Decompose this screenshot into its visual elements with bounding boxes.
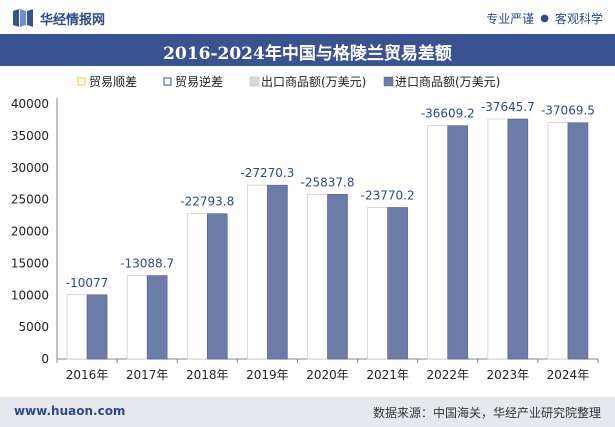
bar-import [327, 193, 348, 360]
x-tick-label: 2022年 [426, 368, 469, 382]
bar-import [146, 275, 168, 360]
y-tick-label: 0 [41, 352, 49, 366]
bar-import [86, 294, 108, 360]
data-label: -10077 [66, 276, 109, 290]
top-bar: 华经情报网 专业严谨 ● 客观科学 [0, 0, 615, 34]
bar-import [206, 213, 228, 360]
x-tick-label: 2023年 [487, 368, 530, 382]
y-tick-label: 15000 [11, 256, 49, 270]
bar-import [447, 125, 469, 360]
x-tick-label: 2017年 [126, 368, 169, 382]
source-label: 数据来源： [372, 406, 433, 420]
x-tick-label: 2016年 [66, 368, 109, 382]
footer: www.huaon.com 数据来源： 中国海关，华经产业研究院整理 [0, 397, 615, 427]
bar-import [267, 184, 288, 360]
y-tick-label: 10000 [11, 288, 49, 302]
bar-export [66, 294, 88, 360]
brand-logo-icon [13, 9, 33, 27]
data-label: -27270.3 [240, 166, 294, 180]
brand[interactable]: 华经情报网 [12, 8, 105, 28]
bar-export [246, 184, 268, 360]
title-bar: 2016-2024年中国与格陵兰贸易差额 [0, 34, 615, 66]
bar-import [507, 118, 529, 360]
y-tick-label: 30000 [11, 161, 49, 175]
x-tick-label: 2021年 [366, 368, 409, 382]
chart-title: 2016-2024年中国与格陵兰贸易差额 [163, 44, 452, 64]
data-label: -25837.8 [301, 175, 355, 189]
chart: 贸易顺差 贸易逆差 出口商品额(万美元) 进口商品额(万美元) 0 5000 10000 15… [11, 74, 599, 382]
y-tick-label: 25000 [11, 193, 49, 207]
bar-export [126, 275, 148, 360]
legend-surplus-label: 贸易顺差 [89, 75, 137, 89]
tagline-separator: ● [540, 13, 549, 24]
bar-export [547, 122, 569, 360]
legend-deficit-label: 贸易逆差 [175, 74, 223, 89]
tagline-left: 专业严谨 [486, 12, 535, 26]
bar-export [307, 193, 328, 360]
x-tick-label: 2019年 [246, 368, 289, 382]
legend-surplus-swatch [77, 77, 86, 86]
footer-url[interactable]: www.huaon.com [14, 404, 126, 418]
data-label: -36609.2 [421, 107, 475, 121]
brand-name: 华经情报网 [40, 12, 106, 28]
legend-deficit-swatch [163, 77, 172, 86]
data-label: -37069.5 [541, 104, 595, 118]
data-label: -23770.2 [361, 188, 415, 202]
x-tick-label: 2024年 [547, 368, 590, 382]
x-tick-label: 2020年 [306, 368, 349, 382]
bar-import [387, 207, 408, 360]
bar-export [487, 118, 509, 360]
legend-import-label: 进口商品额(万美元) [395, 74, 500, 89]
bar-export [427, 125, 449, 360]
data-label: -37645.7 [481, 100, 535, 114]
footer-source: 数据来源： 中国海关，华经产业研究院整理 [373, 404, 601, 421]
y-tick-label: 35000 [11, 129, 49, 143]
source-text: 中国海关，华经产业研究院整理 [432, 406, 601, 420]
bar-export [186, 213, 208, 360]
y-tick-label: 5000 [18, 320, 49, 334]
x-tick-label: 2018年 [186, 368, 229, 382]
bar-export [367, 207, 389, 360]
tagline-right: 客观科学 [554, 12, 603, 26]
legend-export-swatch [249, 76, 260, 87]
y-tick-label: 20000 [11, 225, 49, 239]
legend-import-swatch [383, 76, 394, 87]
data-label: -13088.7 [120, 257, 174, 271]
data-label: -22793.8 [180, 195, 234, 209]
legend-export-label: 出口商品额(万美元) [261, 74, 366, 89]
tagline: 专业严谨 ● 客观科学 [486, 10, 603, 27]
y-tick-label: 40000 [11, 97, 49, 111]
bar-import [567, 122, 589, 360]
